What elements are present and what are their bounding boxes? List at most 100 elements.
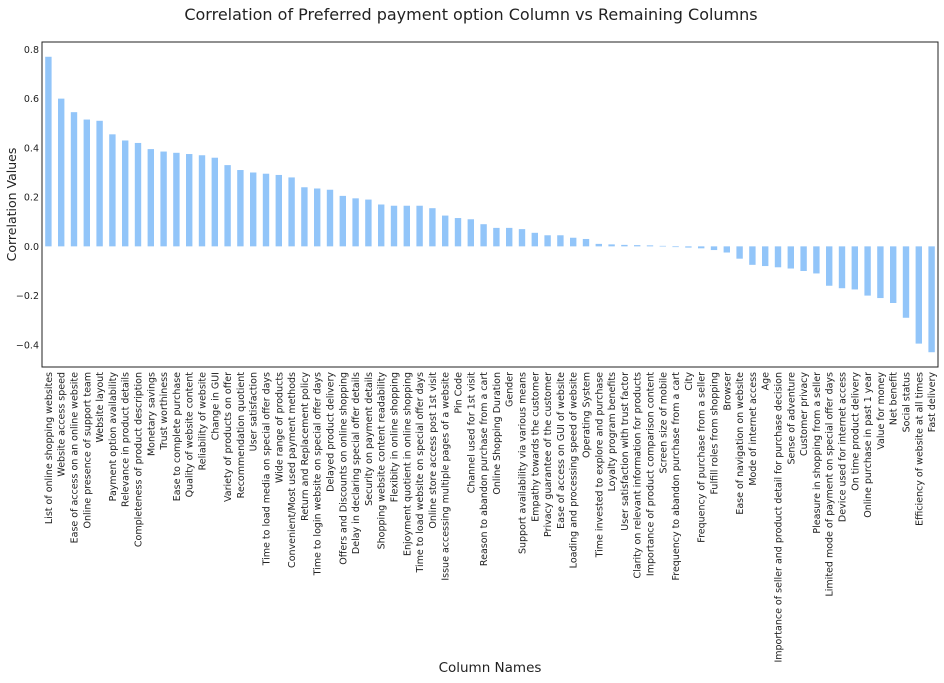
bar bbox=[211, 157, 218, 247]
bar bbox=[595, 243, 602, 247]
x-tick-label: Frequency of purchase from a seller bbox=[697, 372, 708, 543]
bar bbox=[787, 246, 794, 269]
x-tick-label: Sense of adventure bbox=[786, 372, 797, 465]
x-tick-label: List of online shopping websites bbox=[44, 372, 55, 524]
x-tick-label: Time invested to explore and purchase bbox=[594, 372, 605, 559]
x-tick-label: Gender bbox=[505, 372, 516, 407]
bar bbox=[723, 246, 730, 253]
bar bbox=[685, 246, 692, 248]
bar bbox=[454, 218, 462, 247]
y-tick-label: −0.4 bbox=[16, 340, 39, 351]
x-tick-label: Variety of products on offer bbox=[223, 372, 234, 502]
x-tick-label: Net benefit bbox=[889, 372, 900, 425]
x-tick-label: Limited mode of payment on special offer… bbox=[825, 372, 836, 597]
x-tick-label: Offers and Discounts on online shopping bbox=[338, 372, 349, 565]
x-tick-label: Ease to complete purchase bbox=[172, 372, 183, 501]
x-tick-label: Operating System bbox=[582, 372, 593, 458]
x-tick-label: Delay in declaring special offer details bbox=[351, 372, 362, 554]
bar bbox=[762, 246, 769, 267]
x-tick-label: Loading and processing speed of website bbox=[569, 372, 580, 568]
bar bbox=[237, 170, 244, 247]
bar bbox=[186, 154, 193, 247]
bar bbox=[134, 142, 142, 247]
x-tick-label: Device used for internet access bbox=[838, 372, 849, 522]
bar bbox=[864, 246, 871, 296]
bar bbox=[646, 245, 654, 247]
bar bbox=[544, 235, 551, 247]
x-axis-ticks: List of online shopping websites Website … bbox=[44, 372, 938, 663]
y-tick-label: 0.8 bbox=[24, 45, 39, 56]
bar bbox=[570, 237, 577, 247]
x-tick-label: Social status bbox=[902, 372, 913, 432]
bar bbox=[915, 246, 922, 344]
x-tick-label: Privacy guarantee of the customer bbox=[543, 372, 554, 537]
y-tick-label: 0.6 bbox=[24, 94, 39, 105]
x-tick-label: Pleasure in shopping from a seller bbox=[812, 372, 823, 534]
x-tick-label: Trust worthiness bbox=[159, 372, 170, 451]
x-tick-label: Support availability via various means bbox=[518, 372, 529, 554]
bar bbox=[698, 246, 705, 249]
chart-title: Correlation of Preferred payment option … bbox=[184, 5, 757, 24]
bar bbox=[390, 205, 398, 247]
bar bbox=[506, 227, 513, 247]
x-tick-label: Loyalty program benefits bbox=[607, 372, 618, 491]
bar bbox=[467, 219, 474, 247]
x-tick-label: User satisfaction with trust factor bbox=[620, 372, 631, 531]
bars-group bbox=[45, 56, 935, 353]
y-axis-ticks: −0.4 −0.2 0.0 0.2 0.4 0.6 0.8 bbox=[16, 45, 39, 351]
x-tick-label: Website layout bbox=[95, 372, 106, 443]
bar bbox=[96, 120, 103, 247]
bar bbox=[147, 149, 154, 247]
x-tick-label: Time to load website on special offer da… bbox=[415, 372, 426, 574]
x-tick-label: Online store access post 1st visit bbox=[428, 372, 439, 529]
bar bbox=[339, 195, 346, 247]
bar bbox=[70, 112, 78, 247]
x-tick-label: Wide range of products bbox=[274, 372, 285, 483]
bar bbox=[326, 189, 334, 247]
x-tick-label: Customer privacy bbox=[799, 372, 810, 456]
y-tick-label: 0.2 bbox=[24, 193, 39, 204]
bar bbox=[403, 205, 410, 247]
bar bbox=[557, 235, 564, 247]
x-tick-label: User satisfaction bbox=[249, 372, 260, 451]
bar bbox=[442, 215, 449, 247]
bar bbox=[608, 244, 615, 247]
bar bbox=[890, 246, 897, 303]
bar bbox=[262, 173, 270, 247]
x-tick-label: Screen size of mobile bbox=[658, 372, 669, 474]
x-tick-label: Frequency to abandon purchase from a car… bbox=[671, 372, 682, 581]
x-tick-label: Time to load media on special offer days bbox=[262, 372, 273, 566]
bar bbox=[851, 246, 858, 290]
x-tick-label: Payment option availability bbox=[108, 372, 119, 502]
x-tick-label: Efficiency of website at all times bbox=[914, 372, 925, 526]
bar bbox=[288, 177, 295, 247]
bar bbox=[621, 244, 628, 247]
bar bbox=[493, 227, 500, 247]
x-tick-label: Channel used for 1st visit bbox=[466, 372, 477, 494]
x-tick-label: Completeness of product description bbox=[134, 372, 145, 547]
plot-frame bbox=[41, 41, 939, 368]
bar bbox=[736, 246, 743, 259]
x-tick-label: Browser bbox=[722, 372, 733, 411]
x-tick-label: Flexibity in online shopping bbox=[390, 372, 401, 502]
x-tick-label: Recommendation quotient bbox=[236, 372, 247, 499]
bar bbox=[416, 205, 423, 247]
bar bbox=[122, 140, 129, 247]
y-axis-title: Correlation Values bbox=[4, 148, 19, 262]
x-tick-label: Fast delivery bbox=[927, 372, 938, 433]
x-tick-label: Age bbox=[761, 372, 772, 391]
x-tick-label: Change in GUI bbox=[210, 372, 221, 440]
bar bbox=[800, 246, 807, 271]
x-tick-label: Ease of access on an online website bbox=[70, 372, 81, 544]
x-tick-label: Empathy towards the customer bbox=[530, 372, 541, 522]
x-tick-label: Return and Replacement policy bbox=[300, 372, 311, 521]
x-tick-label: On time product delivery bbox=[850, 372, 861, 491]
x-tick-label: Relevance in product details bbox=[121, 372, 132, 507]
bar bbox=[378, 204, 385, 247]
bar bbox=[672, 246, 679, 248]
x-tick-label: Importance of seller and product detail … bbox=[774, 372, 785, 663]
x-tick-label: Value for money bbox=[876, 372, 887, 450]
x-tick-label: Pin Code bbox=[454, 372, 465, 414]
x-tick-label: Online presence of support team bbox=[82, 372, 93, 528]
